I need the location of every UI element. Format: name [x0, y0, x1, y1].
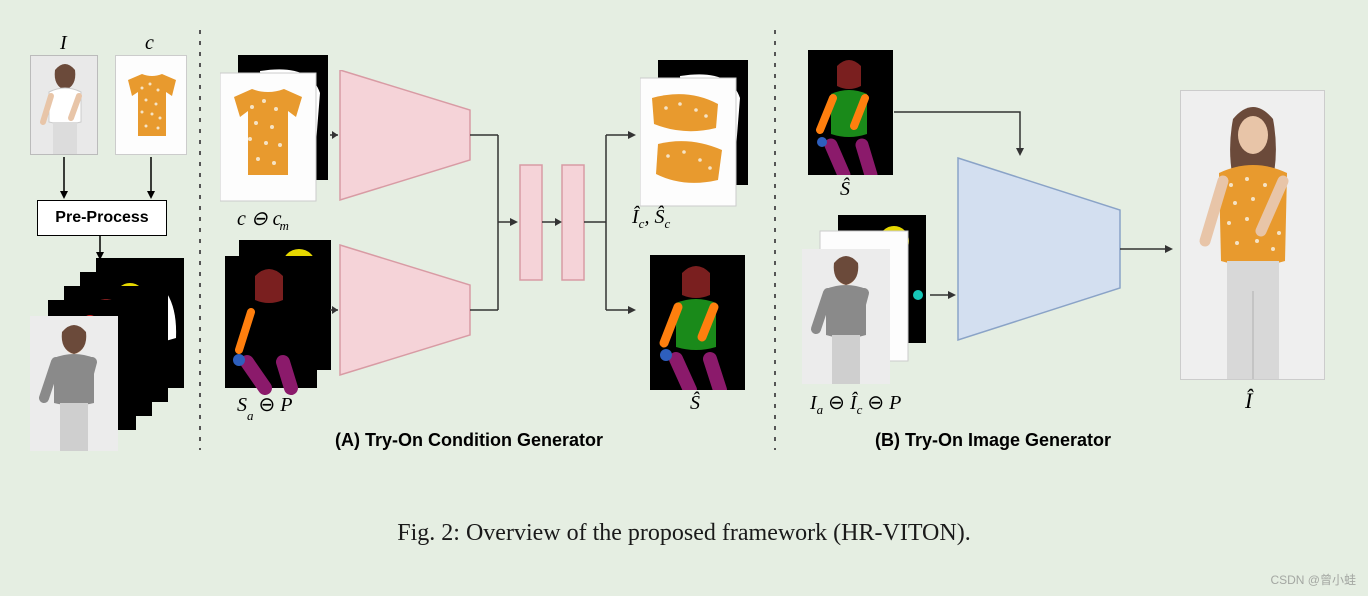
label-Shat: Ŝ	[690, 392, 700, 415]
section-b-network	[890, 100, 1180, 360]
label-Sa-P: Sa ⊖ P	[237, 392, 292, 420]
label-c: c	[145, 32, 154, 55]
label-Ia-Ic-P: Ia ⊖ Îc ⊖ P	[810, 390, 901, 418]
diagram-canvas: { "layout": { "width": 1368, "height": 5…	[0, 0, 1368, 596]
label-Ihat: Î	[1245, 388, 1252, 414]
section-b-title: (B) Try-On Image Generator	[875, 430, 1111, 451]
input-Sa-P	[225, 240, 340, 395]
figure-caption: Fig. 2: Overview of the proposed framewo…	[0, 520, 1368, 547]
arrows-to-preprocess	[30, 155, 190, 205]
watermark: CSDN @曾小蛙	[1270, 571, 1356, 588]
input-c-cm	[220, 55, 335, 205]
preprocess-box: Pre-Process	[37, 200, 167, 236]
label-Ic-Sc: Îc, Ŝc	[632, 206, 670, 232]
label-Shat-B: Ŝ	[840, 178, 850, 201]
section-a-title: (A) Try-On Condition Generator	[335, 430, 603, 451]
output-Shat	[650, 255, 745, 390]
output-Ic-Sc	[640, 60, 770, 210]
input-person-image	[30, 55, 98, 155]
label-c-cm: c ⊖ cm	[237, 206, 291, 234]
label-I: I	[60, 32, 67, 55]
preprocess-outputs-stack	[20, 258, 210, 453]
input-Shat-B	[808, 50, 893, 175]
input-cloth-image	[115, 55, 187, 155]
output-image	[1180, 90, 1325, 380]
